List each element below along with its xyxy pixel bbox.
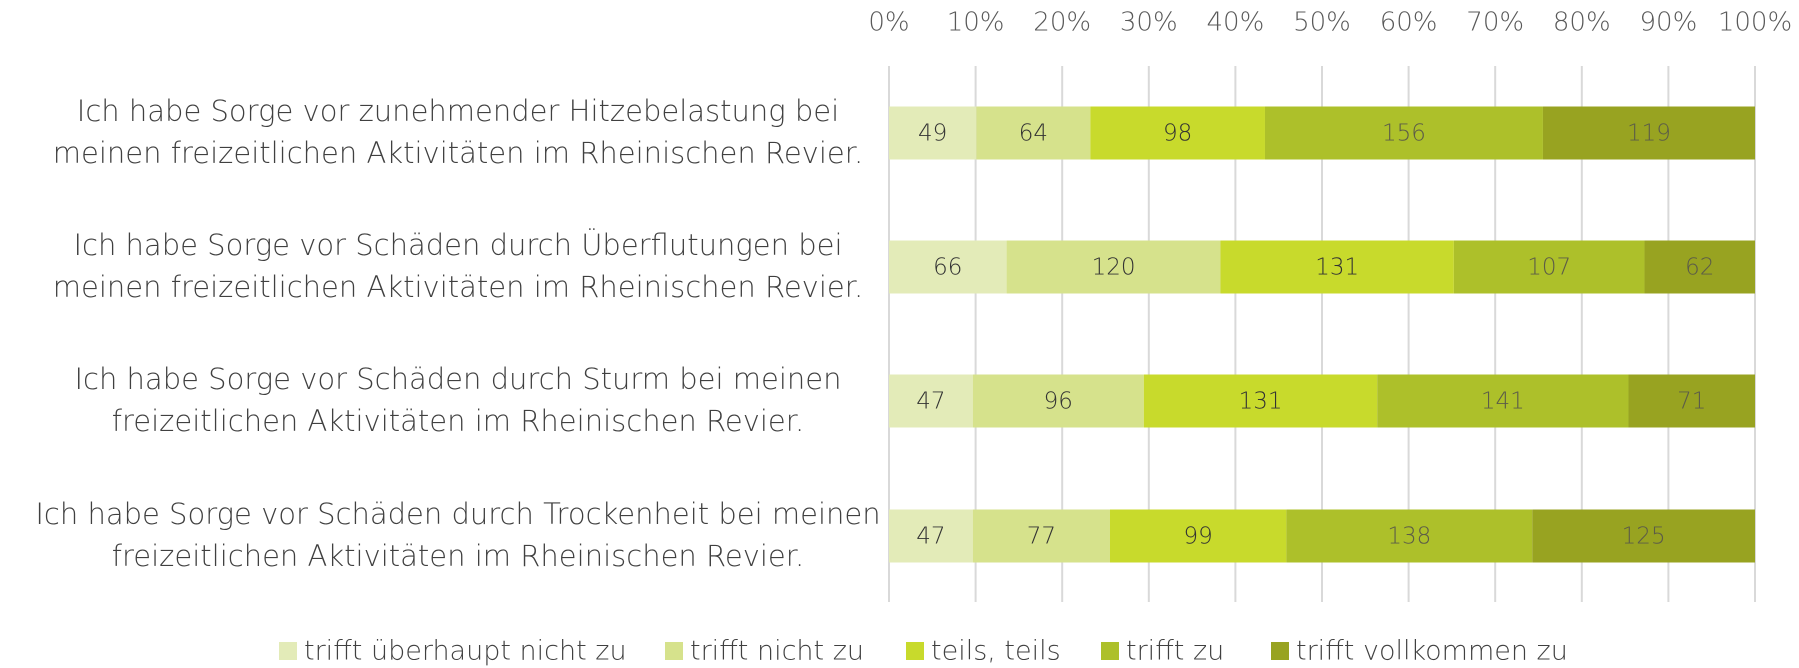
x-tick-label: 20% [1033,8,1091,38]
bar-segment [1286,509,1533,563]
category-label: Ich habe Sorge vor zunehmender Hitzebela… [77,94,839,128]
bar-segment [1532,509,1755,563]
value-label: 120 [1092,255,1136,281]
category-label: meinen freizeitlichen Aktivitäten im Rhe… [53,270,863,304]
bar-segment [1644,240,1755,294]
value-label: 96 [1044,389,1073,415]
bar-segment [1542,106,1755,160]
legend-label: trifft vollkommen zu [1296,636,1568,667]
value-label: 98 [1163,121,1192,147]
x-tick-label: 30% [1120,8,1178,38]
legend-label: trifft zu [1126,636,1224,667]
legend-swatch [665,642,683,660]
value-label: 62 [1685,255,1714,281]
legend-label: trifft nicht zu [690,636,864,667]
x-tick-label: 10% [947,8,1005,38]
legend-label: trifft überhaupt nicht zu [304,636,627,667]
category-label: freizeitlichen Aktivitäten im Rheinische… [112,404,805,438]
bar-segment [972,374,1144,428]
bar-segment [1264,106,1543,160]
bar-segment [889,106,977,160]
bar-segment [889,509,973,563]
x-tick-label: 60% [1380,8,1438,38]
legend-swatch [906,642,924,660]
legend-swatch [279,642,297,660]
value-label: 138 [1387,524,1431,550]
value-label: 99 [1184,524,1213,550]
value-label: 141 [1481,389,1525,415]
value-label: 131 [1315,255,1359,281]
legend-swatch [1101,642,1119,660]
bar-segment [1377,374,1629,428]
category-label: Ich habe Sorge vor Schäden durch Überflu… [73,228,842,262]
value-label: 47 [916,389,945,415]
value-label: 71 [1677,389,1706,415]
x-tick-label: 0% [868,8,909,38]
bar-segment [1090,106,1265,160]
bar-segment [1109,509,1287,563]
value-label: 66 [933,255,962,281]
value-label: 64 [1019,121,1048,147]
x-tick-label: 100% [1718,8,1792,38]
bar-segment [1453,240,1645,294]
value-label: 107 [1527,255,1571,281]
bar-segment [972,509,1110,563]
legend-label: teils, teils [931,636,1061,667]
value-label: 131 [1239,389,1283,415]
bar-segment [889,374,973,428]
bar-segment [1220,240,1454,294]
category-label: meinen freizeitlichen Aktivitäten im Rhe… [53,136,863,170]
value-label: 49 [918,121,947,147]
bar-segment [889,240,1007,294]
x-tick-label: 50% [1293,8,1351,38]
category-label: freizeitlichen Aktivitäten im Rheinische… [112,539,805,573]
value-label: 47 [916,524,945,550]
value-label: 156 [1382,121,1426,147]
value-label: 125 [1622,524,1666,550]
category-label: Ich habe Sorge vor Schäden durch Trocken… [35,497,880,531]
value-label: 119 [1627,121,1671,147]
bar-segment [1143,374,1378,428]
category-label: Ich habe Sorge vor Schäden durch Sturm b… [74,362,841,396]
x-tick-label: 90% [1640,8,1698,38]
value-label: 77 [1027,524,1056,550]
bar-segment [1006,240,1221,294]
bar-segment [1628,374,1755,428]
x-tick-label: 70% [1466,8,1524,38]
x-tick-label: 40% [1207,8,1265,38]
bar-segment [976,106,1091,160]
legend-swatch [1271,642,1289,660]
x-tick-label: 80% [1553,8,1611,38]
